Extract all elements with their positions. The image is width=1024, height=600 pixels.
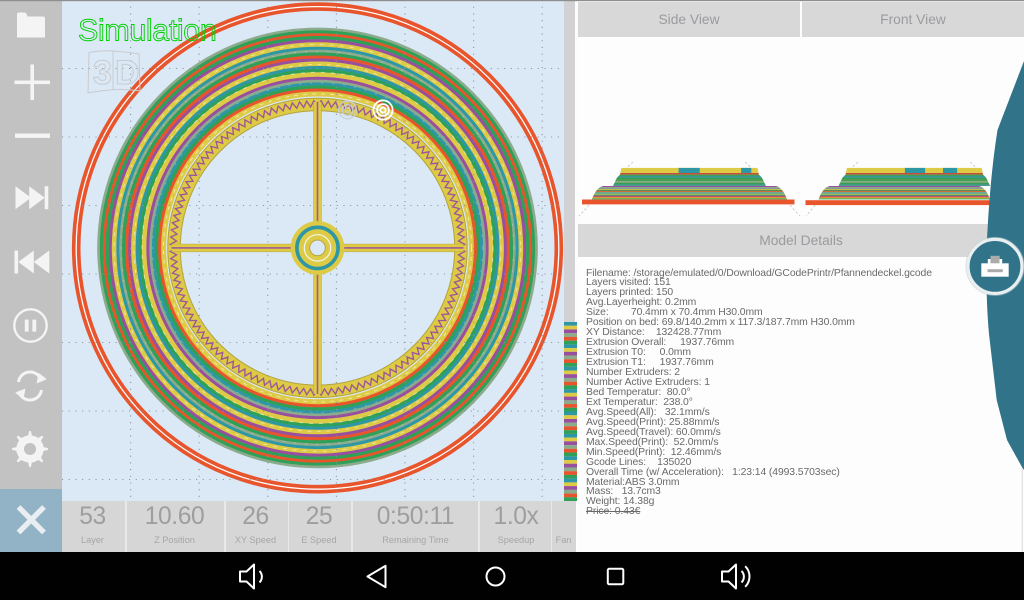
svg-text:Simulation: Simulation bbox=[78, 14, 216, 48]
svg-text:3: 3 bbox=[93, 54, 112, 92]
svg-text:D: D bbox=[115, 54, 140, 92]
